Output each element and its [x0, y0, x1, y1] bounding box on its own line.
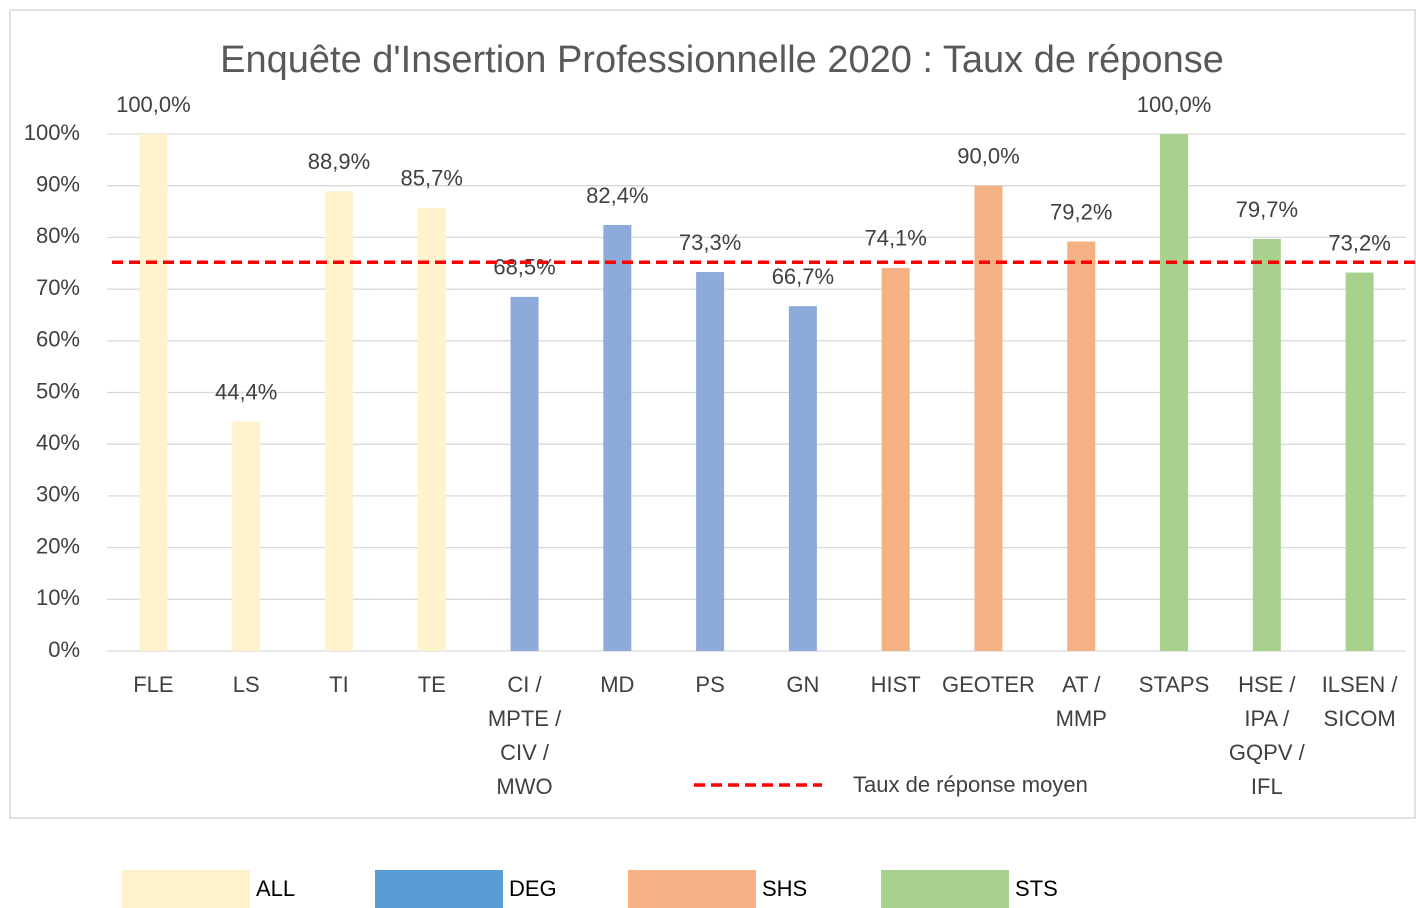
value-label: 73,3% — [679, 230, 741, 255]
value-label: 100,0% — [1137, 92, 1212, 117]
legend-label: STS — [1015, 876, 1058, 901]
y-tick-label: 50% — [36, 378, 80, 403]
bar — [1160, 134, 1189, 651]
x-tick-label: HSE / IPA / GQPV / IFL — [1229, 672, 1306, 799]
bar — [139, 134, 168, 651]
x-tick-label: CI / MPTE / CIV / MWO — [488, 672, 562, 799]
legend-label: ALL — [256, 876, 295, 901]
bar — [974, 185, 1003, 651]
legend-label: SHS — [762, 876, 807, 901]
value-label: 44,4% — [215, 379, 277, 404]
legend-label: Taux de réponse moyen — [853, 772, 1088, 797]
y-tick-label: 100% — [24, 120, 80, 145]
bar — [324, 191, 353, 651]
value-label: 73,2% — [1328, 230, 1390, 255]
bar — [232, 421, 261, 651]
x-tick-label: AT / MMP — [1056, 672, 1107, 731]
value-label: 74,1% — [864, 226, 926, 251]
y-tick-label: 40% — [36, 430, 80, 455]
y-tick-label: 30% — [36, 482, 80, 507]
legend-swatch — [375, 870, 503, 908]
x-tick-label: HIST — [871, 672, 921, 697]
x-tick-label: TE — [418, 672, 446, 697]
value-label: 90,0% — [957, 144, 1019, 169]
x-tick-label: PS — [695, 672, 724, 697]
value-label: 79,2% — [1050, 199, 1112, 224]
x-tick-label: GEOTER — [942, 672, 1035, 697]
bar — [788, 306, 817, 651]
bar — [603, 224, 632, 651]
x-tick-label: FLE — [133, 672, 173, 697]
value-label: 88,9% — [308, 149, 370, 174]
legend-label: DEG — [509, 876, 557, 901]
value-label: 85,7% — [401, 166, 463, 191]
chart-title: Enquête d'Insertion Professionnelle 2020… — [220, 39, 1224, 81]
bar — [510, 296, 539, 651]
x-tick-label: MD — [600, 672, 634, 697]
legend-swatch — [881, 870, 1009, 908]
bar — [881, 267, 910, 651]
legend-swatch — [628, 870, 756, 908]
bar — [696, 272, 725, 651]
y-tick-label: 90% — [36, 172, 80, 197]
y-tick-label: 70% — [36, 275, 80, 300]
y-tick-label: 0% — [48, 637, 80, 662]
value-label: 66,7% — [772, 264, 834, 289]
bar — [1067, 241, 1096, 651]
y-tick-label: 20% — [36, 533, 80, 558]
x-tick-label: GN — [786, 672, 819, 697]
x-tick-label: LS — [233, 672, 260, 697]
legend-swatch — [122, 870, 250, 908]
value-label: 79,7% — [1236, 197, 1298, 222]
bar — [417, 207, 446, 651]
x-tick-label: ILSEN / SICOM — [1322, 672, 1399, 731]
bar — [1345, 272, 1374, 651]
value-label: 100,0% — [116, 92, 191, 117]
x-tick-label: TI — [329, 672, 349, 697]
x-tick-label: STAPS — [1139, 672, 1210, 697]
y-tick-label: 10% — [36, 585, 80, 610]
value-label: 82,4% — [586, 183, 648, 208]
y-tick-label: 80% — [36, 223, 80, 248]
bar — [1252, 238, 1281, 652]
y-tick-label: 60% — [36, 327, 80, 352]
value-label: 68,5% — [493, 255, 555, 280]
